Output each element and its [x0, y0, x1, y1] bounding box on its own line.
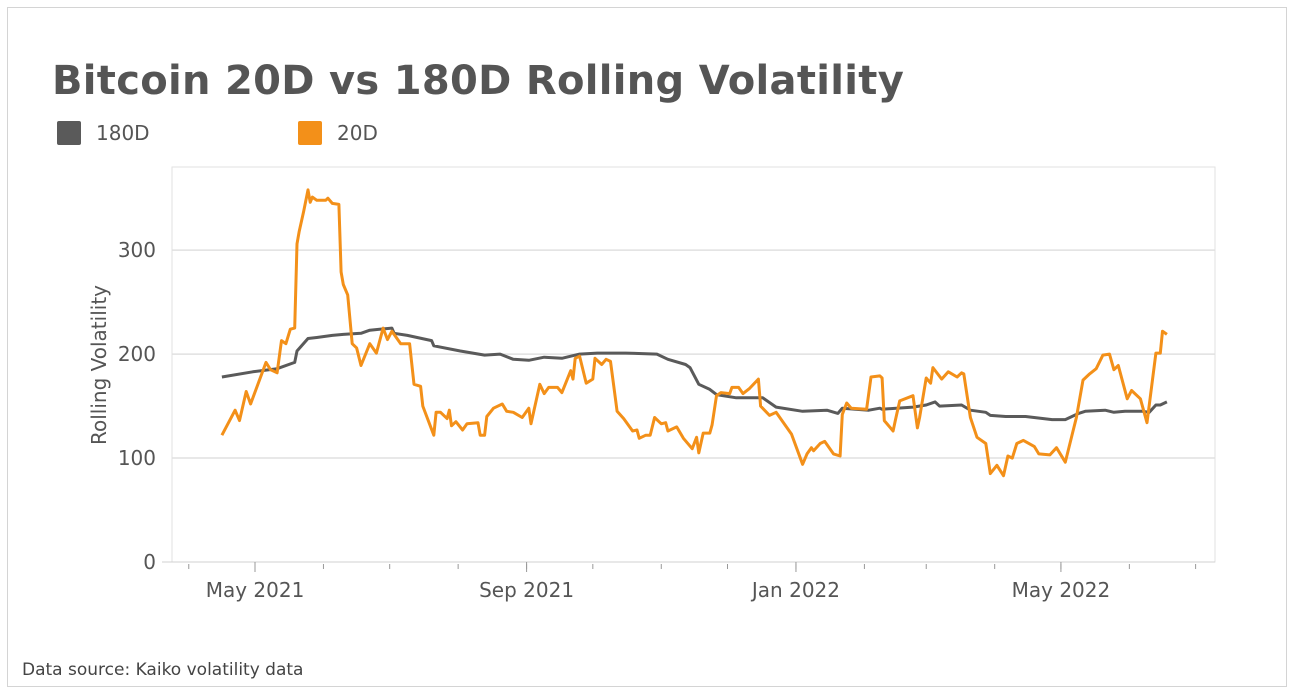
legend-item-20d[interactable]: 20D [298, 121, 378, 145]
x-tick-label: May 2021 [206, 578, 305, 602]
data-source-note: Data source: Kaiko volatility data [22, 660, 304, 680]
legend-swatch-20d [298, 121, 322, 145]
x-tick-label: Jan 2022 [750, 578, 840, 602]
series-line-20d [220, 188, 1168, 478]
chart-frame [7, 7, 1287, 687]
legend-label-180d: 180D [96, 121, 150, 145]
y-tick-label: 0 [143, 550, 156, 574]
y-axis-title: Rolling Volatility [87, 285, 111, 445]
plot-area [171, 166, 1216, 563]
legend-swatch-180d [57, 121, 81, 145]
legend-label-20d: 20D [337, 121, 378, 145]
y-tick-label: 200 [118, 342, 156, 366]
x-tick-label: Sep 2021 [479, 578, 574, 602]
x-tick-label: May 2022 [1012, 578, 1111, 602]
y-tick-label: 100 [118, 446, 156, 470]
legend-item-180d[interactable]: 180D [57, 121, 150, 145]
series-line-180d [221, 326, 1168, 422]
chart-title: Bitcoin 20D vs 180D Rolling Volatility [52, 58, 905, 104]
y-tick-label: 300 [118, 238, 156, 262]
